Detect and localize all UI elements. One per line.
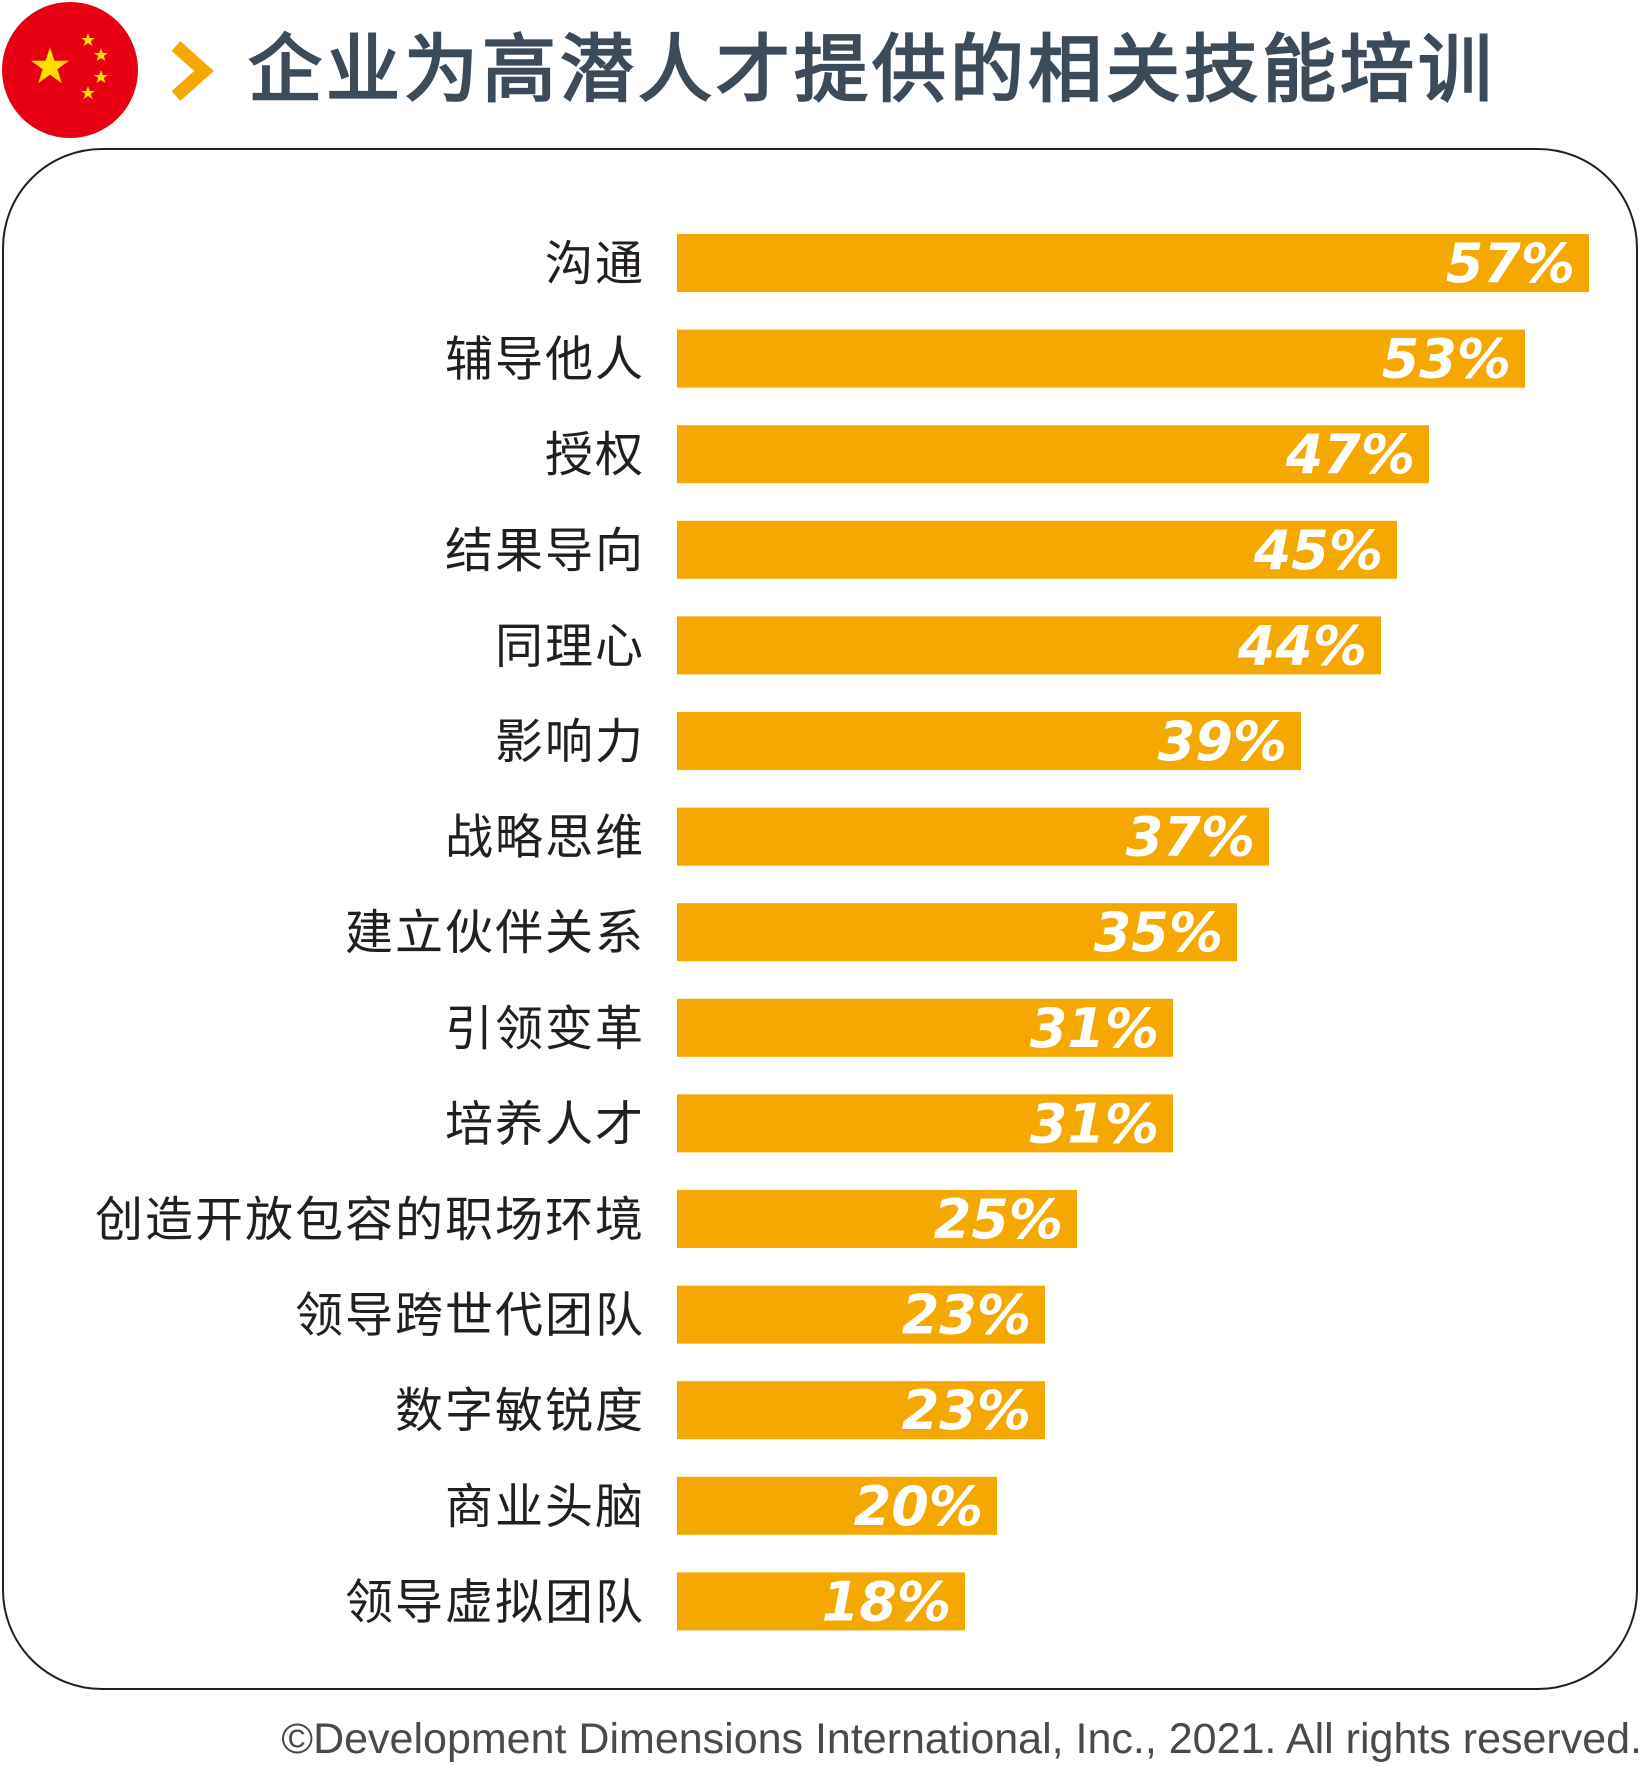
bar-15	[677, 1572, 965, 1631]
bar-14	[677, 1476, 997, 1535]
chart-panel	[2, 148, 1638, 1690]
category-label: 战略思维	[445, 810, 645, 866]
value-label: 23%	[902, 1284, 1031, 1347]
category-label: 结果导向	[445, 523, 645, 579]
value-label: 45%	[1253, 519, 1383, 582]
category-label: 培养人才	[445, 1096, 645, 1152]
value-label: 37%	[1126, 806, 1255, 869]
category-label: 建立伙伴关系	[345, 905, 645, 961]
value-label: 31%	[1030, 1092, 1159, 1155]
category-label: 数字敏锐度	[395, 1383, 645, 1439]
value-label: 39%	[1158, 710, 1287, 773]
category-label: 商业头脑	[445, 1479, 645, 1535]
page-title: 企业为高潜人才提供的相关技能培训	[248, 27, 1496, 113]
bar-9	[677, 998, 1173, 1057]
bar-11	[677, 1190, 1077, 1248]
copyright-notice: ©Development Dimensions International, I…	[281, 1715, 1642, 1763]
bar-6	[677, 712, 1301, 770]
bar-4	[677, 520, 1397, 579]
category-label: 引领变革	[445, 1001, 645, 1057]
value-label: 47%	[1285, 423, 1415, 486]
bar-7	[677, 807, 1269, 866]
bar-12	[677, 1285, 1045, 1344]
value-label: 35%	[1094, 901, 1223, 964]
category-label: 领导跨世代团队	[295, 1288, 645, 1344]
bar-chart: 沟通 57% 辅导他人 53% 授权 47% 结果导向 45% 同理心 44% 影响力 39% 战略思维…	[94, 232, 1589, 1633]
bar-10	[677, 1094, 1173, 1153]
value-label: 20%	[854, 1475, 983, 1538]
value-label: 23%	[902, 1379, 1031, 1442]
category-label: 授权	[545, 427, 645, 483]
bar-8	[677, 903, 1237, 962]
bar-3	[677, 425, 1429, 484]
bar-1	[677, 234, 1589, 292]
category-label: 辅导他人	[445, 332, 645, 388]
value-label: 44%	[1237, 614, 1367, 677]
category-label: 同理心	[495, 618, 645, 674]
value-label: 53%	[1382, 328, 1511, 391]
category-label: 影响力	[495, 714, 645, 770]
bar-5	[677, 616, 1381, 675]
category-label: 领导虚拟团队	[345, 1574, 645, 1630]
value-label: 25%	[934, 1188, 1063, 1251]
value-label: 18%	[822, 1570, 951, 1633]
bar-2	[677, 329, 1525, 388]
category-label: 沟通	[545, 236, 645, 292]
value-label: 57%	[1446, 232, 1575, 295]
china-flag-icon	[2, 2, 138, 138]
value-label: 31%	[1030, 997, 1159, 1060]
bar-13	[677, 1381, 1045, 1440]
chevron-right-icon	[171, 41, 214, 101]
category-label: 创造开放包容的职场环境	[95, 1192, 645, 1248]
